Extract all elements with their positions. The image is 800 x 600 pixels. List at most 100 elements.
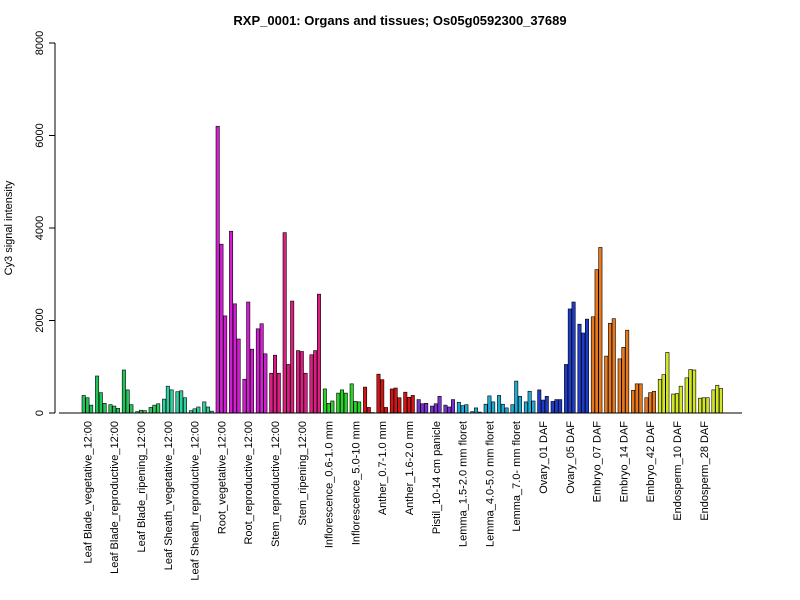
bar [363,386,368,414]
x-tick-label: Inflorescence_5.0-10 mm [350,421,362,545]
bar [152,404,157,414]
bar [263,353,268,414]
bar [393,387,398,414]
bar [594,269,599,414]
bar [456,402,461,414]
bar [648,392,653,414]
bar [353,401,358,414]
x-tick-label: Embryo_42 DAF [645,421,657,503]
bar [121,369,126,414]
x-tick-label: Endosperm_28 DAF [699,421,711,521]
bar [202,401,207,414]
bar [590,316,595,414]
bar [296,350,301,414]
bar [500,403,505,414]
bar [688,369,693,414]
bar [558,399,563,414]
x-tick-label: Pistil_10-14 cm panicle [431,421,443,534]
bar [290,300,295,414]
bar [407,396,412,414]
bar [89,404,94,414]
bar [162,398,167,414]
x-tick-labels: Leaf Blade_vegetative_12:00 Leaf Blade_re… [82,421,710,581]
bar [684,377,689,414]
x-tick-label: Ovary_05 DAF [565,421,577,494]
bar [584,318,589,414]
bar [98,392,103,414]
y-tick-label: 8000 [34,31,46,55]
bar [644,397,649,414]
x-tick-label: Root_vegetative_12:00 [216,421,228,534]
bar [497,395,502,414]
bar [661,374,666,414]
bar [236,338,241,414]
bar [299,351,304,414]
bar [259,323,264,414]
bar [420,403,425,414]
bar [517,396,522,414]
bar [665,352,670,414]
bar [336,392,341,414]
bar [112,405,117,414]
bar [424,402,429,414]
bar [698,397,703,414]
bar [102,402,107,414]
bar [116,408,120,414]
bar [316,293,321,414]
bar [322,388,327,414]
bar [625,329,630,414]
bar [276,372,281,414]
bar [604,355,609,414]
bar [223,315,228,414]
bar [340,389,345,414]
bar [678,385,683,414]
bar [416,399,421,414]
bar [544,396,549,414]
bar [129,404,134,414]
bar [215,125,220,414]
bar [165,385,170,414]
bar [282,232,287,414]
bar [510,404,515,414]
bar [357,401,362,414]
bar [514,380,519,414]
bar [366,407,371,414]
bar [313,350,318,414]
bar [148,407,153,414]
bar [671,393,676,414]
chart-title: RXP_0001: Organs and tissues; Os05g05923… [233,13,566,28]
bar [581,332,586,414]
bar [380,379,385,414]
x-tick-label: Lemma_4.0-5.0 mm floret [484,421,496,547]
bar [95,375,100,414]
bar [443,404,448,414]
bar [711,389,716,414]
bar [621,347,626,414]
bar [175,391,180,414]
bar [250,348,254,414]
bar [246,301,251,414]
bar [343,392,348,414]
bars [81,125,723,414]
bar [491,401,496,414]
bar [326,402,331,414]
y-tick-label: 2000 [34,308,46,332]
bar [192,408,197,414]
bar [577,323,582,414]
bar [286,364,291,414]
bar [531,400,536,414]
bar [567,308,572,414]
bar [598,247,603,414]
bar [81,395,86,414]
bar [389,388,394,414]
y-tick-label: 0 [34,410,46,416]
x-tick-label: Lemma_7.0- mm floret [511,421,523,532]
y-axis: 0 2000 4000 6000 8000 [34,31,56,416]
bar [634,383,639,414]
bar [701,397,706,414]
bar [269,372,274,414]
x-tick-label: Leaf Sheath_vegetative_12:00 [163,421,175,570]
bar [651,390,656,414]
bar [611,318,616,414]
